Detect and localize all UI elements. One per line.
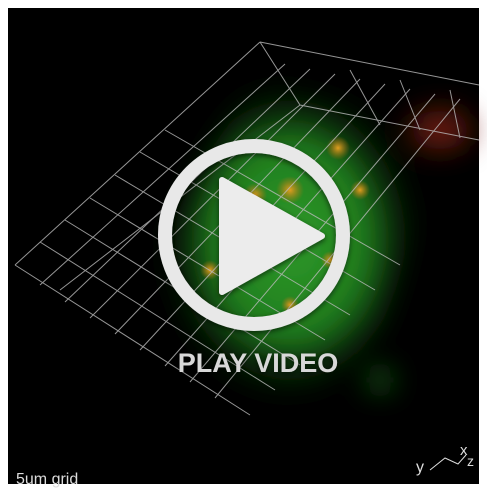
scale-label: 5um grid bbox=[16, 471, 78, 488]
play-label[interactable]: PLAY VIDEO bbox=[178, 348, 339, 378]
axis-indicator bbox=[429, 454, 467, 471]
play-ring[interactable] bbox=[158, 139, 350, 331]
play-button[interactable] bbox=[158, 139, 350, 331]
play-triangle[interactable] bbox=[219, 177, 325, 295]
axis-y: y bbox=[416, 459, 424, 476]
axis-z: z bbox=[467, 453, 474, 469]
axis-x: x bbox=[460, 442, 468, 459]
